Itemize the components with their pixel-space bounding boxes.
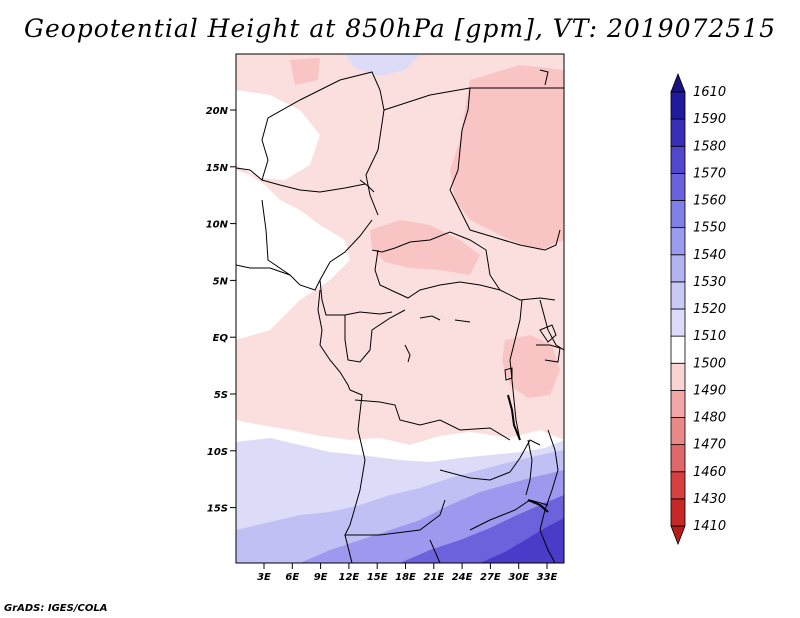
border-nigeria-south	[261, 199, 373, 291]
colorbar-swatch	[670, 227, 686, 256]
colorbar-swatch	[670, 389, 686, 418]
river-segment-1	[419, 315, 441, 321]
colorbar-level-label: 1540	[693, 248, 726, 263]
colorbar-level-label: 1560	[693, 194, 726, 209]
colorbar-level-label: 1580	[693, 139, 726, 154]
colorbar-level-label: 1410	[693, 519, 726, 534]
border-drc-east	[509, 299, 523, 441]
grads-credit: GrADS: IGES/COLA	[4, 603, 108, 614]
colorbar-swatch	[670, 91, 686, 120]
border-sudan-east	[469, 229, 561, 251]
lat-tick-label: 10S	[207, 447, 228, 458]
colorbar-swatch	[670, 172, 686, 201]
lat-tick-label: 5N	[213, 276, 229, 287]
colorbar-swatch	[670, 417, 686, 446]
colorbar-swatch	[670, 335, 686, 364]
border-car-south	[374, 249, 501, 299]
colorbar-max-arrow	[670, 72, 686, 93]
lake-victoria	[539, 324, 557, 343]
colorbar-swatch	[670, 362, 686, 391]
height-contour-1550-1560	[480, 518, 564, 563]
lat-tick-label: 5S	[214, 390, 228, 401]
lake-malawi	[527, 499, 549, 513]
lon-tick-label: 27E	[480, 572, 501, 583]
map-frame	[235, 53, 565, 564]
lat-tick-label: 15S	[207, 504, 228, 515]
colorbar-swatch	[670, 145, 686, 174]
border-chad	[383, 87, 471, 231]
colorbar-min-arrow	[670, 525, 686, 546]
lon-tick-label: 12E	[339, 572, 360, 583]
colorbar-level-label: 1570	[693, 166, 726, 181]
colorbar-level-label: 1590	[693, 112, 726, 127]
latitude-axis: 20N 15N 10N 5N EQ 5S 10S 15S	[206, 106, 236, 515]
border-uganda	[536, 344, 561, 363]
border-zambia	[439, 439, 541, 481]
colorbar-level-label: 1430	[693, 492, 726, 507]
border-botswana	[429, 539, 441, 563]
lat-tick-label: 15N	[206, 163, 229, 174]
lat-tick-label: EQ	[213, 333, 229, 344]
lon-tick-label: 18E	[395, 572, 416, 583]
height-contour-1490-1500-w	[290, 58, 320, 85]
border-zimbabwe	[469, 499, 549, 531]
lon-tick-label: 30E	[508, 572, 529, 583]
border-sahel-west	[236, 71, 385, 216]
map-fill-layer	[236, 54, 564, 563]
lon-tick-label: 3E	[257, 572, 271, 583]
colorbar-swatch	[670, 471, 686, 500]
river-segment-3	[404, 344, 411, 363]
border-namibia	[344, 534, 353, 563]
longitude-axis: 3E 6E 9E 12E 15E 18E 21E 24E 27E 30E 33E	[257, 563, 558, 583]
colorbar-level-label: 1520	[693, 302, 726, 317]
colorbar-level-label: 1530	[693, 275, 726, 290]
coast-gabon	[317, 289, 351, 391]
lake-tanganyika	[507, 394, 521, 441]
border-car	[371, 231, 556, 301]
lon-tick-label: 6E	[285, 572, 299, 583]
lat-tick-label: 10N	[206, 220, 229, 231]
colorbar-level-label: 1610	[693, 85, 726, 100]
colorbar: 1410 1430 1460 1470 1480 1490 1500 1510 1520 1530…	[670, 72, 726, 546]
colorbar-level-label: 1480	[693, 411, 726, 426]
colorbar-level-label: 1490	[693, 383, 726, 398]
border-lake-chad	[359, 179, 375, 193]
lon-tick-label: 9E	[314, 572, 328, 583]
height-contour-1490-1500-lakes	[502, 335, 560, 398]
border-malawi	[525, 439, 533, 496]
coast-west-africa	[236, 264, 291, 276]
colorbar-swatch	[670, 308, 686, 337]
country-borders	[236, 69, 564, 563]
lat-tick-label: 20N	[206, 106, 229, 117]
lon-tick-label: 24E	[452, 572, 473, 583]
colorbar-level-label: 1460	[693, 465, 726, 480]
colorbar-swatch	[670, 200, 686, 229]
height-contour-1510-1520-top	[345, 54, 420, 76]
lon-tick-label: 15E	[367, 572, 388, 583]
coast-red-sea	[539, 69, 549, 86]
colorbar-swatch	[670, 281, 686, 310]
height-contour-white-north	[236, 90, 320, 180]
border-nigeria	[261, 179, 366, 193]
colorbar-swatch	[670, 498, 686, 527]
colorbar-swatch	[670, 254, 686, 283]
border-mozambique	[539, 429, 559, 563]
height-contour-1490-1500-ne	[450, 65, 564, 250]
colorbar-level-label: 1550	[693, 221, 726, 236]
border-congo	[344, 309, 406, 363]
colorbar-swatch	[670, 118, 686, 147]
colorbar-level-label: 1510	[693, 329, 726, 344]
lon-tick-label: 21E	[423, 572, 444, 583]
colorbar-level-label: 1470	[693, 438, 726, 453]
colorbar-level-label: 1500	[693, 356, 726, 371]
map-title: Geopotential Height at 850hPa [gpm], VT:…	[23, 14, 777, 43]
lake-kivu	[504, 367, 513, 381]
border-drc-south	[354, 399, 511, 441]
lon-tick-label: 33E	[537, 572, 558, 583]
height-contour-1490-1500-c	[370, 220, 480, 275]
river-segment-2	[454, 319, 471, 323]
border-angola	[344, 389, 446, 536]
colorbar-swatch	[670, 444, 686, 473]
